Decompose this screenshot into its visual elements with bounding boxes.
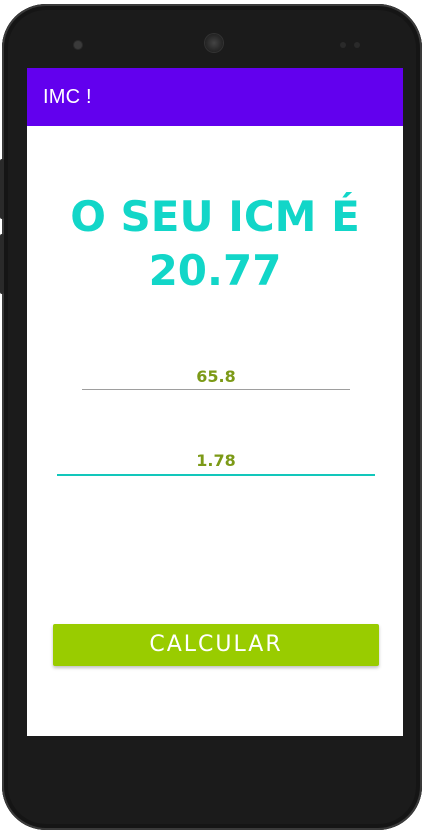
weight-input[interactable]: 65.8 — [82, 366, 350, 390]
app-screen: IMC ! O SEU ICM É 20.77 65.8 1.78 CALCUL… — [27, 68, 403, 736]
height-input-underline — [57, 474, 375, 476]
height-input-value[interactable]: 1.78 — [196, 451, 236, 470]
volume-up-button[interactable] — [0, 159, 4, 219]
weight-input-underline — [82, 389, 350, 390]
result-value: 20.77 — [148, 246, 282, 295]
result-label: O SEU ICM É — [70, 192, 360, 241]
app-bar: IMC ! — [27, 68, 403, 126]
calculate-button[interactable]: CALCULAR — [53, 624, 379, 666]
phone-frame: IMC ! O SEU ICM É 20.77 65.8 1.78 CALCUL… — [0, 4, 422, 830]
front-camera-icon — [74, 41, 82, 49]
sensor-icon — [340, 42, 360, 48]
weight-input-value[interactable]: 65.8 — [196, 367, 236, 386]
earpiece-icon — [205, 34, 223, 52]
app-title: IMC ! — [43, 86, 92, 108]
result-text: O SEU ICM É 20.77 — [27, 190, 403, 298]
volume-down-button[interactable] — [0, 234, 4, 294]
height-input[interactable]: 1.78 — [57, 450, 375, 476]
